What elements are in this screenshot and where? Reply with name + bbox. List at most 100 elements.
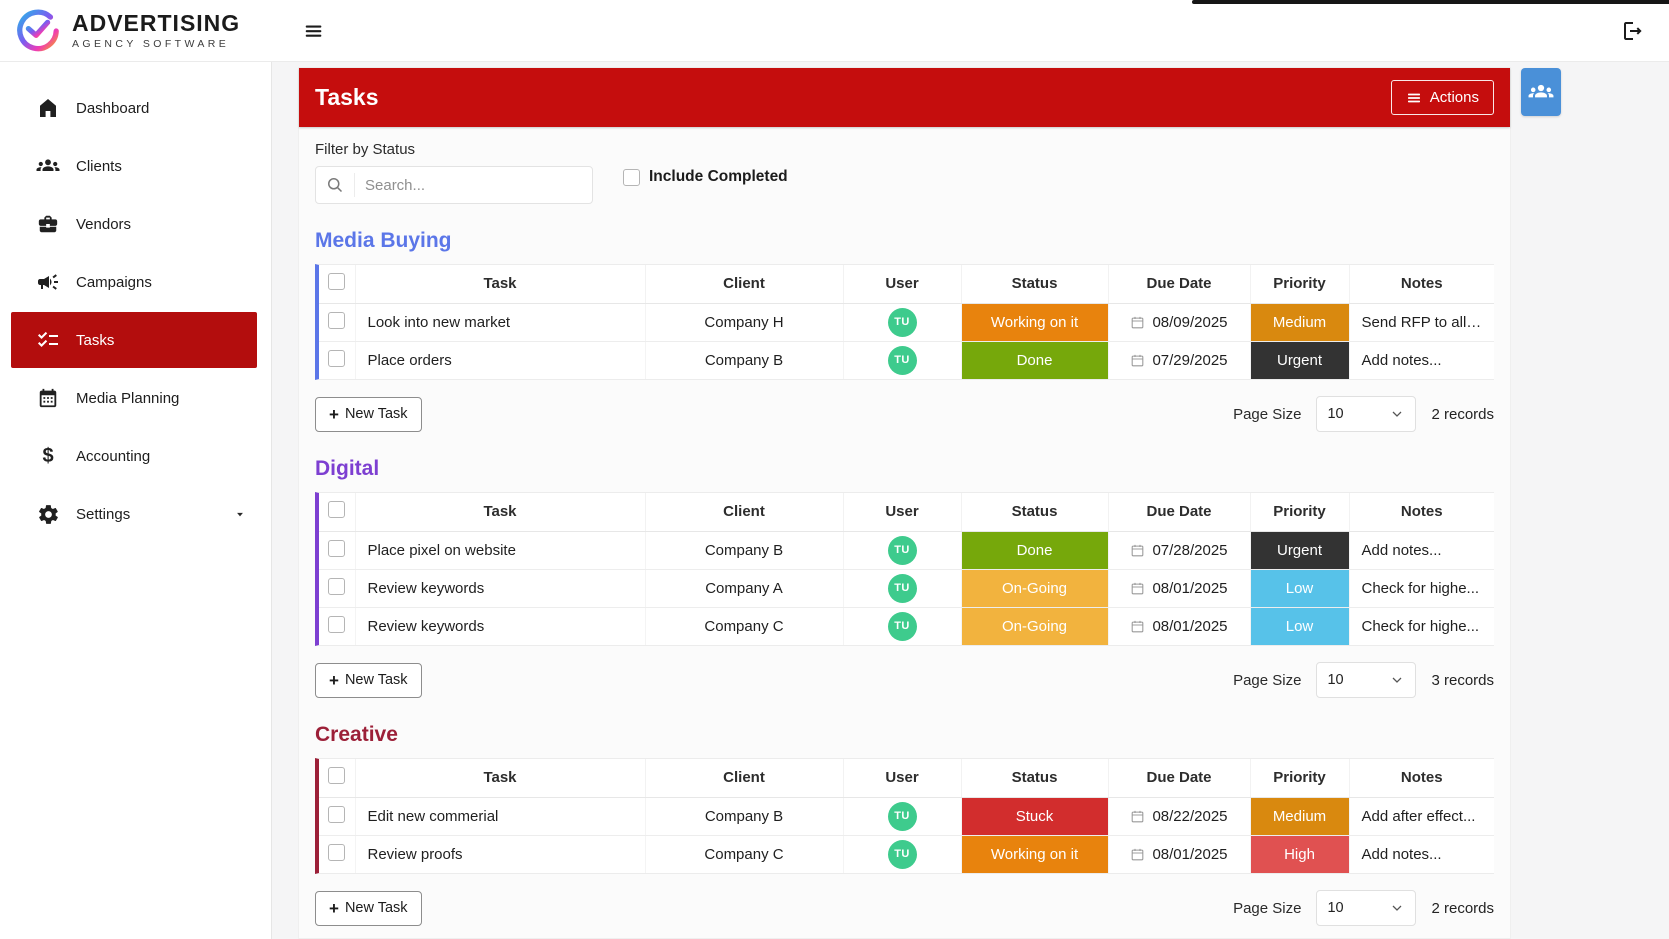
priority-cell[interactable]: Urgent [1250, 341, 1350, 379]
row-checkbox[interactable] [328, 805, 346, 823]
filter-row: Include Completed [315, 166, 1494, 204]
page-size-select[interactable]: 10 [1316, 890, 1417, 926]
team-panel-button[interactable] [1521, 68, 1561, 116]
sidebar-item-label: Campaigns [76, 273, 152, 291]
user-avatar[interactable]: TU [887, 307, 917, 337]
sidebar-item-campaigns[interactable]: Campaigns [11, 254, 257, 310]
calendar-small-icon [1130, 315, 1145, 330]
priority-cell[interactable]: Medium [1250, 303, 1350, 342]
table-header-row: Task Client User Status Due Date Priority Note… [319, 265, 1494, 304]
due-date: 08/01/2025 [1130, 580, 1228, 597]
notes-cell[interactable]: Send RFP to all ... [1349, 303, 1494, 342]
column-header: Priority [1250, 759, 1350, 798]
due-date-cell[interactable]: 08/01/2025 [1108, 835, 1251, 873]
status-cell[interactable]: Working on it [961, 835, 1109, 873]
menu-icon [1406, 90, 1422, 106]
row-checkbox[interactable] [328, 311, 346, 329]
logout-button[interactable] [1615, 13, 1651, 49]
actions-button[interactable]: Actions [1390, 80, 1494, 115]
due-date-cell[interactable]: 07/28/2025 [1108, 531, 1251, 570]
user-avatar[interactable]: TU [887, 573, 917, 603]
menu-toggle-button[interactable] [299, 16, 329, 46]
row-checkbox[interactable] [328, 349, 346, 367]
sidebar: Dashboard Clients Vendors Campaigns Tasks Med… [0, 62, 272, 939]
priority-cell[interactable]: High [1250, 835, 1350, 873]
new-task-button[interactable]: + New Task [315, 662, 422, 698]
sidebar-item-settings[interactable]: Settings [11, 486, 257, 542]
page-title: Tasks [315, 84, 379, 110]
status-cell[interactable]: Stuck [961, 797, 1109, 836]
search-box [315, 166, 593, 204]
table-row: Place pixel on website Company B TU Done 07/… [319, 531, 1494, 570]
notes-cell[interactable]: Check for highe... [1349, 569, 1494, 608]
include-completed-toggle[interactable]: Include Completed [623, 168, 788, 186]
section-digital: Digital Task Client User Status Due Date Prior… [315, 457, 1494, 698]
row-checkbox[interactable] [328, 615, 346, 633]
user-avatar[interactable]: TU [887, 535, 917, 565]
status-cell[interactable]: Done [961, 341, 1109, 379]
select-all-cell [319, 265, 356, 304]
notes-cell[interactable]: Add notes... [1349, 531, 1494, 570]
due-date-cell[interactable]: 08/09/2025 [1108, 303, 1251, 342]
row-checkbox[interactable] [328, 843, 346, 861]
pagination-controls: Page Size 10 2 records [1233, 396, 1494, 432]
sidebar-item-clients[interactable]: Clients [11, 138, 257, 194]
sidebar-item-tasks[interactable]: Tasks [11, 312, 257, 368]
notes-cell[interactable]: Add notes... [1349, 835, 1494, 873]
new-task-button[interactable]: + New Task [315, 890, 422, 926]
status-cell[interactable]: On-Going [961, 569, 1109, 608]
notes-cell[interactable]: Add after effect... [1349, 797, 1494, 836]
sidebar-item-media-planning[interactable]: Media Planning [11, 370, 257, 426]
people-group-icon [1528, 79, 1554, 105]
priority-cell[interactable]: Low [1250, 607, 1350, 645]
select-all-checkbox[interactable] [328, 273, 346, 291]
tasks-table: Task Client User Status Due Date Priority Note… [319, 265, 1494, 379]
user-cell: TU [843, 341, 962, 379]
row-checkbox[interactable] [328, 577, 346, 595]
status-cell[interactable]: On-Going [961, 607, 1109, 645]
client-cell: Company C [645, 607, 844, 645]
column-header: Status [961, 493, 1109, 532]
sidebar-item-dashboard[interactable]: Dashboard [11, 80, 257, 136]
row-checkbox[interactable] [328, 539, 346, 557]
brand-title: ADVERTISING [72, 9, 241, 36]
section-footer: + New Task Page Size 10 2 records [315, 890, 1494, 926]
user-avatar[interactable]: TU [887, 345, 917, 375]
select-all-checkbox[interactable] [328, 501, 346, 519]
user-avatar[interactable]: TU [887, 839, 917, 869]
due-date-cell[interactable]: 08/22/2025 [1108, 797, 1251, 836]
notes-cell[interactable]: Add notes... [1349, 341, 1494, 379]
table-row: Review keywords Company C TU On-Going 08/01/… [319, 607, 1494, 645]
section-title: Media Buying [315, 229, 452, 252]
due-date-cell[interactable]: 08/01/2025 [1108, 607, 1251, 645]
user-avatar[interactable]: TU [887, 801, 917, 831]
page-size-select[interactable]: 10 [1316, 662, 1417, 698]
due-date-cell[interactable]: 07/29/2025 [1108, 341, 1251, 379]
sidebar-item-accounting[interactable]: $ Accounting [11, 428, 257, 484]
records-count: 2 records [1431, 405, 1494, 423]
actions-button-label: Actions [1429, 89, 1479, 106]
due-date-cell[interactable]: 08/01/2025 [1108, 569, 1251, 608]
priority-cell[interactable]: Urgent [1250, 531, 1350, 570]
include-completed-checkbox[interactable] [623, 168, 640, 186]
table-row: Look into new market Company H TU Working o… [319, 303, 1494, 342]
page-size-value: 10 [1327, 406, 1344, 422]
column-header: Due Date [1108, 265, 1251, 304]
notes-cell[interactable]: Check for highe... [1349, 607, 1494, 645]
sidebar-item-vendors[interactable]: Vendors [11, 196, 257, 252]
priority-cell[interactable]: Medium [1250, 797, 1350, 836]
page-header: Tasks Actions [299, 68, 1510, 127]
priority-cell[interactable]: Low [1250, 569, 1350, 608]
checklist-icon [36, 328, 60, 352]
search-input[interactable] [355, 176, 592, 194]
page-size-select[interactable]: 10 [1316, 396, 1417, 432]
user-avatar[interactable]: TU [887, 611, 917, 641]
status-cell[interactable]: Working on it [961, 303, 1109, 342]
status-cell[interactable]: Done [961, 531, 1109, 570]
sidebar-item-label: Vendors [76, 215, 132, 233]
select-all-checkbox[interactable] [328, 767, 346, 785]
column-header: Task [355, 759, 646, 798]
new-task-button[interactable]: + New Task [315, 396, 422, 432]
page-size-value: 10 [1327, 900, 1344, 916]
plus-icon: + [329, 404, 339, 424]
